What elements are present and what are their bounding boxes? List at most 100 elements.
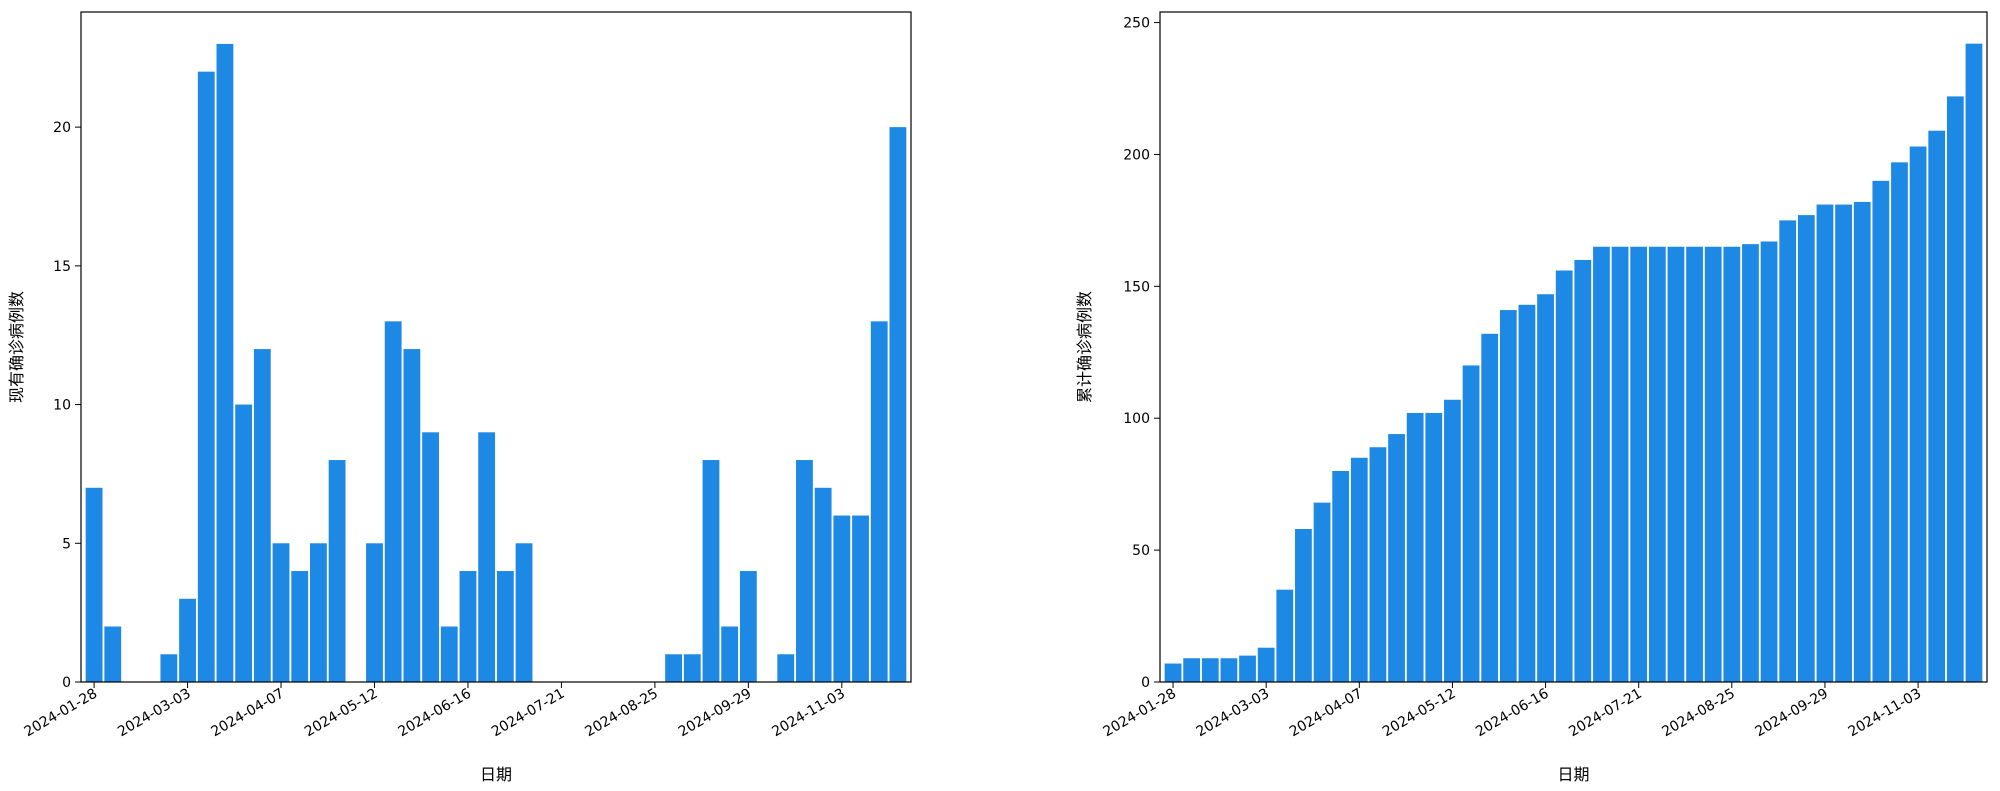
bar-2024-04-14 xyxy=(1369,447,1387,682)
y-tick-label: 100 xyxy=(1123,411,1150,427)
bar-2024-11-24 xyxy=(1965,43,1983,682)
left-x-axis-title: 日期 xyxy=(480,765,512,784)
bar-2024-05-19 xyxy=(1462,365,1480,682)
bar-2024-11-10 xyxy=(1928,130,1946,682)
bar-2024-03-17 xyxy=(1295,529,1312,682)
right-x-axis-title: 日期 xyxy=(1557,765,1589,784)
bar-2024-06-23 xyxy=(478,432,496,682)
bar-2024-11-17 xyxy=(1946,96,1964,682)
bar-2024-04-07 xyxy=(1350,457,1368,682)
bar-2024-07-28 xyxy=(1648,246,1666,682)
bar-2024-08-04 xyxy=(1667,246,1685,682)
bar-2024-05-05 xyxy=(1425,412,1443,682)
right-chart-cumulative-cases: 0 50 100 150 200 250 2024-01-28 2024-03-03 2024… xyxy=(1075,11,1988,784)
bar-2024-03-31 xyxy=(1332,470,1350,682)
bar-2024-10-20 xyxy=(1872,180,1890,682)
bar-2024-06-02 xyxy=(422,432,439,682)
bar-2024-06-30 xyxy=(496,571,514,682)
x-tick-label: 2024-08-25 xyxy=(1659,686,1737,741)
bar-2024-03-31 xyxy=(253,349,271,682)
x-tick-label: 2024-07-21 xyxy=(1566,686,1644,741)
bar-2024-09-15 xyxy=(702,460,720,682)
bar-2024-11-03 xyxy=(833,515,851,682)
right-y-axis: 0 50 100 150 200 250 xyxy=(1123,16,1160,691)
bar-2024-06-09 xyxy=(440,626,458,682)
bar-2024-09-22 xyxy=(721,626,739,682)
bar-2024-09-08 xyxy=(1760,241,1778,683)
bar-2024-09-29 xyxy=(739,571,757,682)
bar-2024-09-15 xyxy=(1779,220,1797,682)
bar-2024-11-17 xyxy=(870,321,888,682)
bar-2024-06-02 xyxy=(1499,310,1517,682)
y-tick-label: 0 xyxy=(1141,675,1150,691)
y-tick-label: 250 xyxy=(1123,16,1150,32)
bar-2024-03-24 xyxy=(235,404,253,682)
bar-2024-09-29 xyxy=(1816,204,1834,682)
x-tick-label: 2024-06-16 xyxy=(1473,686,1552,741)
bar-2024-02-04 xyxy=(1183,658,1201,682)
bar-2024-09-01 xyxy=(665,654,682,682)
bar-2024-07-21 xyxy=(1630,246,1648,682)
bar-2024-04-28 xyxy=(328,460,346,682)
bar-2024-10-06 xyxy=(1835,204,1852,682)
bar-2024-03-24 xyxy=(1313,502,1331,682)
x-tick-label: 2024-01-28 xyxy=(22,686,100,741)
bar-2024-04-28 xyxy=(1406,412,1424,682)
bar-2024-06-16 xyxy=(459,571,477,682)
y-tick-label: 200 xyxy=(1123,147,1150,163)
bar-2024-09-08 xyxy=(683,654,701,682)
x-tick-label: 2024-03-03 xyxy=(1194,686,1272,741)
bar-2024-03-10 xyxy=(1276,589,1294,682)
bar-2024-08-25 xyxy=(1723,246,1741,682)
x-tick-label: 2024-04-07 xyxy=(1287,686,1365,741)
left-y-axis-title: 现有确诊病例数 xyxy=(7,291,26,403)
x-tick-label: 2024-09-29 xyxy=(1752,686,1830,741)
x-tick-label: 2024-01-28 xyxy=(1101,686,1179,741)
bar-2024-10-13 xyxy=(1853,201,1871,683)
bar-2024-02-04 xyxy=(104,626,122,682)
bar-2024-10-27 xyxy=(1891,162,1908,683)
bar-2024-05-19 xyxy=(384,321,402,682)
bar-2024-04-14 xyxy=(291,571,309,682)
bar-2024-03-17 xyxy=(216,43,234,682)
bar-2024-06-09 xyxy=(1518,304,1536,682)
y-tick-label: 20 xyxy=(53,120,71,136)
y-tick-label: 0 xyxy=(62,675,71,691)
x-tick-label: 2024-09-29 xyxy=(676,686,754,741)
bar-2024-02-18 xyxy=(1220,658,1238,682)
left-y-axis: 0 5 10 15 20 xyxy=(53,120,81,691)
bar-2024-06-23 xyxy=(1555,270,1573,682)
bar-2024-06-30 xyxy=(1574,259,1592,682)
right-x-axis: 2024-01-28 2024-03-03 2024-04-07 2024-05-12… xyxy=(1101,682,1924,741)
bar-2024-08-11 xyxy=(1686,246,1703,682)
bar-2024-07-07 xyxy=(515,543,533,682)
bar-2024-05-26 xyxy=(1481,333,1499,682)
bar-2024-05-26 xyxy=(403,349,421,682)
y-tick-label: 5 xyxy=(62,536,71,552)
bar-2024-10-27 xyxy=(814,487,832,682)
bar-2024-03-03 xyxy=(179,598,196,682)
bar-2024-11-24 xyxy=(889,127,907,682)
bar-2024-09-22 xyxy=(1797,215,1815,683)
x-tick-label: 2024-04-07 xyxy=(209,686,287,741)
bar-2024-09-01 xyxy=(1742,244,1759,682)
bar-2024-04-21 xyxy=(1388,434,1405,682)
bar-2024-02-25 xyxy=(160,654,178,682)
x-tick-label: 2024-07-21 xyxy=(489,686,567,741)
y-tick-label: 15 xyxy=(53,259,71,275)
bar-2024-04-21 xyxy=(310,543,327,682)
bar-2024-06-16 xyxy=(1537,294,1554,682)
x-tick-label: 2024-11-03 xyxy=(1846,686,1924,741)
bar-2024-02-25 xyxy=(1239,655,1256,682)
bar-2024-01-28 xyxy=(1164,663,1182,682)
bar-2024-11-10 xyxy=(852,515,869,682)
left-bars xyxy=(85,43,907,682)
bar-2024-04-07 xyxy=(272,543,290,682)
y-tick-label: 50 xyxy=(1132,543,1150,559)
y-tick-label: 150 xyxy=(1123,279,1150,295)
bar-2024-03-03 xyxy=(1257,647,1275,682)
bar-2024-03-10 xyxy=(197,71,215,682)
x-tick-label: 2024-03-03 xyxy=(115,686,193,741)
